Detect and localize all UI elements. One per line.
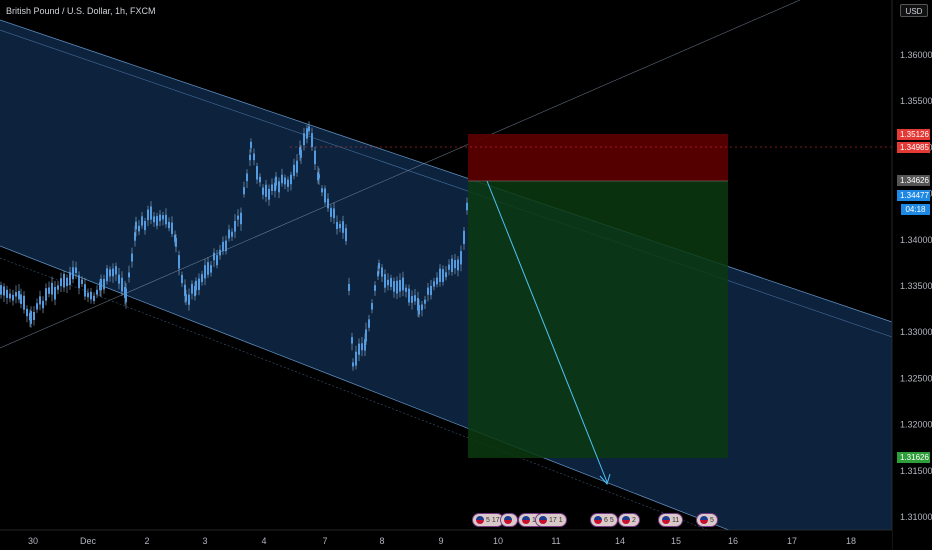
price-tick-label: 1.33000 bbox=[900, 327, 932, 337]
price-tick-label: 1.34000 bbox=[900, 235, 932, 245]
flag-icon bbox=[594, 516, 602, 524]
time-tick-label: 16 bbox=[728, 536, 738, 546]
event-count: 17 1 bbox=[549, 516, 563, 524]
time-tick-label: 15 bbox=[671, 536, 681, 546]
take-profit-zone[interactable] bbox=[468, 181, 728, 458]
time-tick-label: 11 bbox=[551, 536, 560, 546]
price-tick-label: 1.33500 bbox=[900, 281, 932, 291]
parallel-channel[interactable] bbox=[0, 20, 892, 550]
event-count: 11 bbox=[672, 516, 680, 524]
channel-lower-line[interactable] bbox=[0, 245, 781, 550]
flag-icon bbox=[539, 516, 547, 524]
symbol-title[interactable]: British Pound / U.S. Dollar, 1h, FXCM bbox=[6, 6, 156, 16]
event-count: 6 5 bbox=[604, 516, 614, 524]
stop-price-badge: 1.35126 bbox=[897, 129, 930, 140]
time-tick-label: 8 bbox=[379, 536, 384, 546]
target-price-badge: 1.31626 bbox=[897, 452, 930, 463]
alert-price-badge: 1.34985 bbox=[897, 142, 930, 153]
price-tick-label: 1.35500 bbox=[900, 96, 932, 106]
price-tick-label: 1.31500 bbox=[900, 466, 932, 476]
time-tick-label: 7 bbox=[322, 536, 327, 546]
candlestick-series bbox=[0, 121, 468, 371]
channel-mid-line bbox=[0, 29, 893, 338]
time-tick-label: 18 bbox=[846, 536, 856, 546]
flag-icon bbox=[504, 516, 512, 524]
economic-event-badge[interactable]: 2 bbox=[618, 513, 640, 527]
economic-event-badge[interactable]: 11 bbox=[658, 513, 684, 527]
time-tick-label: 2 bbox=[144, 536, 149, 546]
time-tick-label: 9 bbox=[438, 536, 443, 546]
event-count: 5 17 bbox=[486, 516, 500, 524]
time-axis-ticks: 30 Dec 2 3 4 7 8 9 10 11 14 15 16 17 18 bbox=[28, 536, 856, 546]
bar-countdown: 04:18 bbox=[901, 204, 930, 215]
economic-event-badge[interactable]: 6 5 bbox=[590, 513, 618, 527]
flag-icon bbox=[662, 516, 670, 524]
economic-event-badge[interactable] bbox=[500, 513, 518, 527]
price-tick-label: 1.32500 bbox=[900, 373, 932, 383]
economic-event-badge[interactable]: 17 1 bbox=[535, 513, 567, 527]
event-count: 5 bbox=[710, 516, 714, 524]
economic-event-badge[interactable]: 5 bbox=[696, 513, 718, 527]
entry-price-badge: 1.34626 bbox=[897, 175, 930, 186]
projection-arrow[interactable] bbox=[486, 180, 608, 483]
time-tick-label: 17 bbox=[787, 536, 797, 546]
stop-loss-zone[interactable] bbox=[468, 134, 728, 181]
time-tick-label: 4 bbox=[261, 536, 266, 546]
price-tick-label: 1.31000 bbox=[900, 512, 932, 522]
price-tick-label: 1.36000 bbox=[900, 50, 932, 60]
time-tick-label: 30 bbox=[28, 536, 38, 546]
trend-line[interactable] bbox=[0, 0, 801, 349]
economic-event-badge[interactable]: 5 17 bbox=[472, 513, 504, 527]
last-price-badge: 1.34477 bbox=[897, 190, 930, 201]
channel-upper-line[interactable] bbox=[0, 19, 893, 323]
flag-icon bbox=[622, 516, 630, 524]
price-tick-label: 1.32000 bbox=[900, 420, 932, 430]
flag-icon bbox=[476, 516, 484, 524]
time-tick-label: 10 bbox=[493, 536, 503, 546]
time-tick-label: 14 bbox=[615, 536, 625, 546]
arrow-head-icon bbox=[599, 473, 611, 486]
event-count: 2 bbox=[632, 516, 636, 524]
time-tick-label: Dec bbox=[80, 536, 97, 546]
time-tick-label: 3 bbox=[202, 536, 207, 546]
flag-icon bbox=[700, 516, 708, 524]
flag-icon bbox=[522, 516, 530, 524]
currency-button[interactable]: USD bbox=[900, 4, 928, 17]
time-axis[interactable] bbox=[0, 530, 892, 550]
